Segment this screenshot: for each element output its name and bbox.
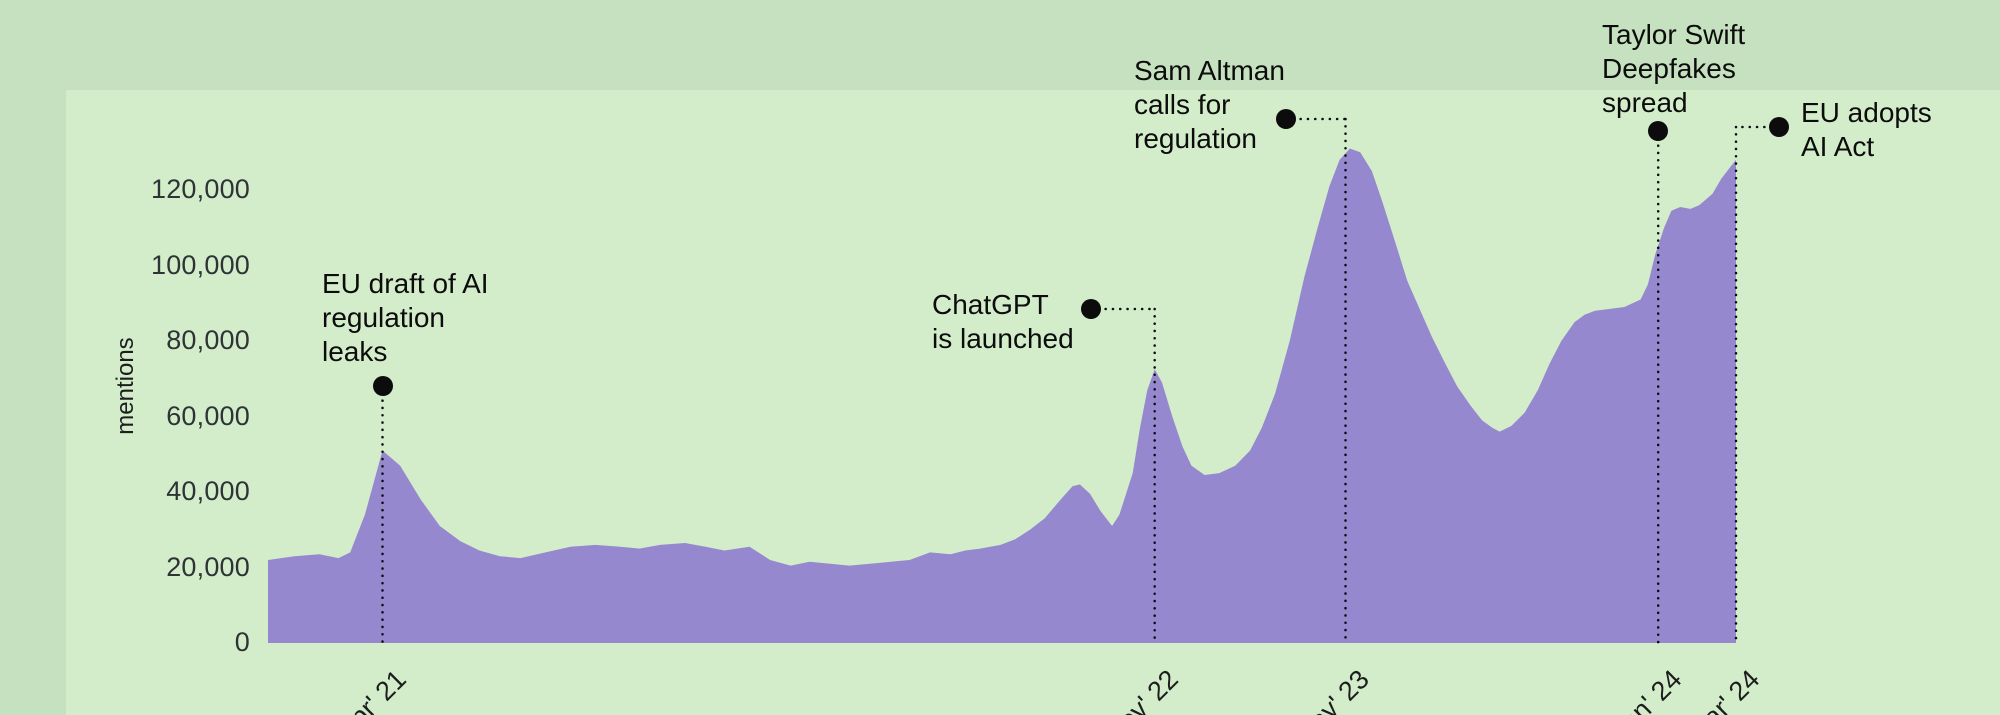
annotation-dots xyxy=(373,109,1789,396)
annotation-text-line: EU adopts xyxy=(1801,97,1932,128)
annotation-text-line: is launched xyxy=(932,323,1074,354)
annotation-sam-altman-regulation: Sam Altman calls for regulation xyxy=(1134,54,1285,156)
annotation-text-line: regulation xyxy=(322,302,445,333)
annotation-eu-adopts-ai-act: EU adopts AI Act xyxy=(1801,96,1932,164)
annotation-text-line: Deepfakes xyxy=(1602,53,1736,84)
annotation-text-line: Taylor Swift xyxy=(1602,19,1746,50)
y-tick-label: 60,000 xyxy=(166,400,250,431)
y-tick-label: 40,000 xyxy=(166,476,250,506)
area-series-path xyxy=(268,148,1736,643)
y-tick-label: 0 xyxy=(234,627,250,657)
annotation-chatgpt-launch: ChatGPT is launched xyxy=(932,288,1074,356)
annotation-dot xyxy=(1081,299,1101,319)
annotation-text-line: ChatGPT xyxy=(932,289,1049,320)
y-tick-label: 20,000 xyxy=(166,551,250,582)
annotation-dot xyxy=(1769,117,1789,137)
annotation-text-line: spread xyxy=(1602,87,1688,118)
y-tick-label: 120,000 xyxy=(151,174,250,204)
y-tick-label: 80,000 xyxy=(166,325,250,355)
annotation-text-line: leaks xyxy=(322,336,388,367)
annotation-dot xyxy=(1648,121,1668,141)
annotation-text-line: AI Act xyxy=(1801,131,1875,162)
annotation-eu-draft-leak: EU draft of AI regulation leaks xyxy=(322,267,489,369)
annotation-taylor-swift-deepfakes: Taylor Swift Deepfakes spread xyxy=(1602,18,1745,120)
annotation-dot xyxy=(373,376,393,396)
y-tick-label: 100,000 xyxy=(151,249,250,280)
annotation-text-line: regulation xyxy=(1134,123,1257,154)
annotation-dot xyxy=(1276,109,1296,129)
annotation-text-line: calls for xyxy=(1134,89,1231,120)
annotation-text-line: EU draft of AI xyxy=(322,268,489,299)
annotation-text-line: Sam Altman xyxy=(1134,55,1285,86)
